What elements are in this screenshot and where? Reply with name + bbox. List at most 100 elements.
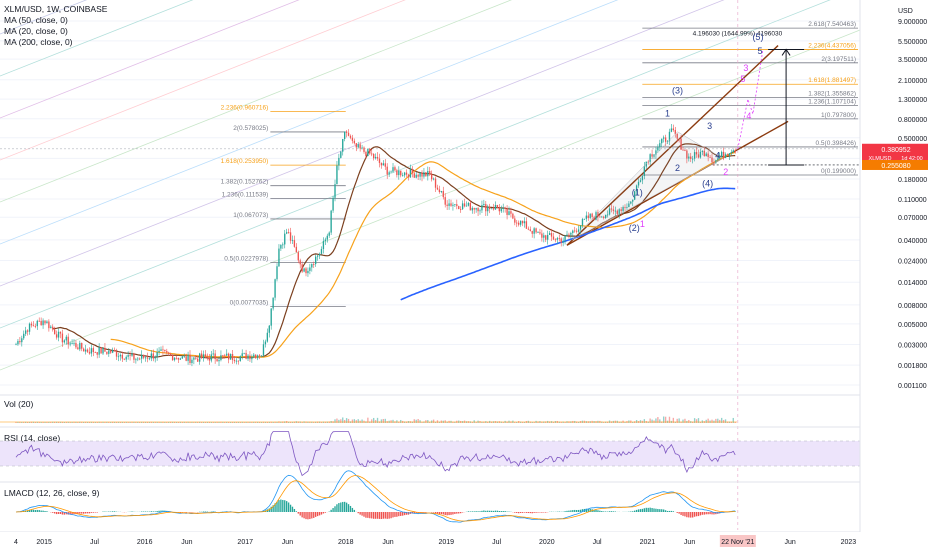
y-tick-label-8: 0.180000 [898,177,927,184]
macd-histogram-bar [436,512,439,514]
candle-body [40,320,42,326]
macd-histogram-bar [709,512,711,515]
volume-bar [678,418,680,423]
volume-bar [222,421,224,423]
volume-bar [531,421,533,423]
candle-body [86,349,89,352]
candle-body [473,207,475,210]
volume-bar [15,421,17,423]
volume-bar [92,421,95,423]
macd-histogram-bar [307,512,309,520]
legend-ma20[interactable]: MA (20, close, 0) [4,26,68,36]
volume-bar [245,421,247,423]
candle-body [82,348,85,352]
candle-body [92,348,95,353]
macd-histogram-bar [589,508,591,512]
fib-right-label-5: 1.236(1.107104) [808,99,856,106]
volume-bar [659,419,661,423]
candle-body [131,353,133,356]
macd-histogram-bar [272,505,274,512]
macd-signal-line [15,475,736,522]
candle-body [169,353,172,355]
legend-rsi[interactable]: RSI (14, close) [4,433,61,443]
candle-body [452,204,454,206]
candle-body [531,230,533,234]
candle-body [59,331,62,334]
candle-body [541,233,543,238]
candle-body [512,213,514,219]
volume-bar [604,421,607,423]
candle-body [46,321,48,324]
candle-body [353,140,356,144]
candle-body [680,138,682,150]
candle-body [191,359,193,364]
volume-bar [255,421,257,423]
candle-body [579,225,582,230]
candle-body [525,221,528,229]
volume-bar [90,421,93,423]
prev-price-value: 0.255080 [881,163,910,170]
volume-bar [529,421,531,423]
volume-bar [620,421,622,423]
candle-body [183,356,185,358]
macd-histogram-bar [500,511,502,512]
candle-body [720,151,723,158]
volume-bar [140,421,143,423]
volume-bar [305,421,307,423]
candle-body [523,221,526,224]
macd-histogram-bar [566,510,568,512]
macd-histogram-bar [113,511,116,512]
wave-label-3: 4 [715,150,720,160]
macd-histogram-bar [639,509,642,512]
candle-body [75,342,77,348]
macd-histogram-bar [403,512,406,516]
macd-histogram-bar [632,511,634,512]
volume-bar [693,418,696,423]
macd-histogram-bar [483,510,485,512]
candle-body [334,184,336,198]
volume-bar [212,421,214,423]
candle-body [173,357,176,361]
macd-histogram-bar [647,507,649,512]
wave-labels: 1 2 3 4 5 (1) (2) (3) (4) (5) 1 2 3 4 5 [629,32,764,233]
volume-bar [384,418,386,423]
volume-bar [24,421,27,423]
candle-body [382,163,385,166]
macd-histogram-bar [285,501,288,512]
volume-bar [168,421,170,423]
candle-body [195,357,197,359]
volume-bar [541,421,543,423]
legend-macd[interactable]: LMACD (12, 26, close, 9) [4,488,100,498]
chart-title[interactable]: XLM/USD, 1W, COINBASE [4,4,108,14]
legend-ma200[interactable]: MA (200, close, 0) [4,37,73,47]
candle-body [127,354,129,357]
candle-body [175,357,178,359]
volume-bar [193,421,195,423]
volume-bar [701,420,704,423]
date-tag [719,535,756,547]
volume-bar [52,421,54,423]
macd-histogram-bar [525,512,528,513]
volume-bar [715,418,717,423]
x-tick-label-10: Jul [492,539,501,546]
volume-bar [17,421,19,423]
candle-body [258,355,261,357]
volume-bar [144,421,147,423]
candle-body [17,340,19,345]
legend-ma50[interactable]: MA (50, close, 0) [4,15,68,25]
volume-bar [115,421,118,423]
candle-body [664,137,667,142]
candle-body [278,248,280,267]
candle-body [239,356,241,362]
volume-bar [171,421,174,423]
candle-body [119,354,122,357]
volume-bar [185,421,187,423]
volume-bar [59,421,62,423]
candle-body [662,137,665,139]
candle-body [438,189,441,193]
candle-body [299,260,301,265]
candle-body [485,203,487,212]
legend-volume[interactable]: Vol (20) [4,399,34,409]
macd-histogram-bar [71,512,73,515]
